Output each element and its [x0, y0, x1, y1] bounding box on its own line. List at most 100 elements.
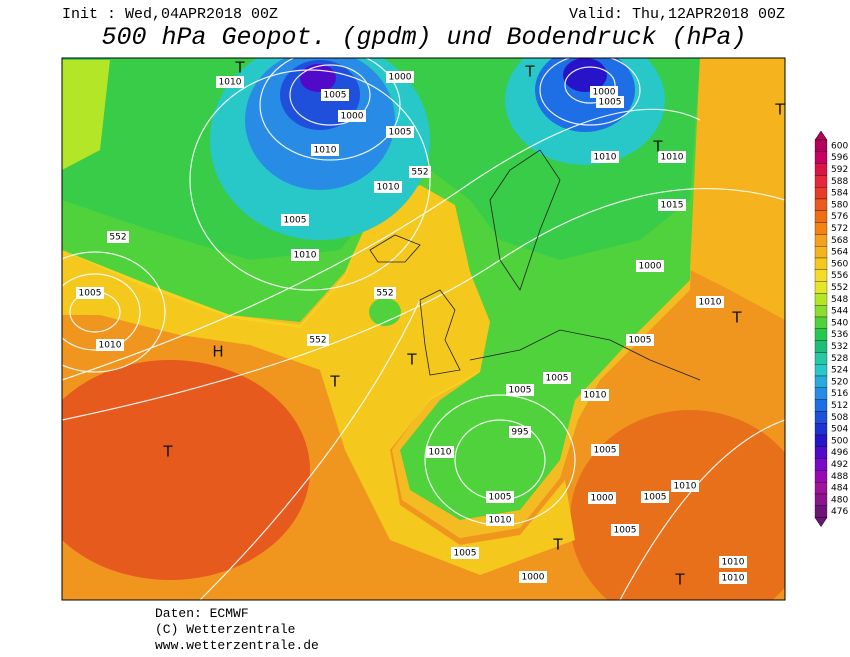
isobar-label: 1010 [722, 574, 745, 584]
pressure-center: T [774, 101, 785, 119]
colorbar-label: 528 [831, 354, 848, 364]
footer-copyright: (C) Wetterzentrale [155, 622, 295, 637]
colorbar-swatch [814, 482, 828, 495]
isobar-label: 1000 [389, 73, 412, 83]
isobar-label: 1005 [284, 216, 307, 226]
isobar-label: 1000 [341, 112, 364, 122]
label-box [590, 86, 618, 98]
colorbar-swatch [814, 151, 828, 164]
colorbar-label: 500 [831, 436, 848, 446]
colorbar-label: 576 [831, 212, 848, 222]
pressure-center: T [674, 571, 685, 589]
label-box [581, 389, 609, 401]
pressure-center: T [652, 138, 663, 156]
label-box [321, 89, 349, 101]
label-box [636, 260, 664, 272]
isobar-label: 552 [109, 233, 126, 243]
label-box [96, 339, 124, 351]
label-box [519, 571, 547, 583]
isobar-label: 1005 [614, 526, 637, 536]
colorbar-swatch [814, 163, 828, 176]
isobar-label: 1015 [661, 201, 684, 211]
isobar-label: 552 [411, 168, 428, 178]
colorbar-swatch [814, 305, 828, 318]
isobar-label: 1010 [99, 341, 122, 351]
isobar-label: 1010 [314, 146, 337, 156]
label-box [719, 572, 747, 584]
label-box [626, 334, 654, 346]
colorbar-swatch [814, 187, 828, 200]
colorbar-label: 548 [831, 295, 848, 305]
label-box [696, 296, 724, 308]
label-box [386, 71, 414, 83]
label-box [281, 214, 309, 226]
label-box [486, 514, 514, 526]
isobar-label: 1005 [389, 128, 412, 138]
colorbar-label: 556 [831, 271, 848, 281]
colorbar-label: 552 [831, 283, 848, 293]
footer-source: Daten: ECMWF [155, 606, 249, 621]
colorbar-label: 580 [831, 200, 848, 210]
colorbar-label: 592 [831, 165, 848, 175]
label-box [374, 181, 402, 193]
colorbar-swatch [814, 446, 828, 459]
colorbar-label: 564 [831, 248, 848, 258]
colorbar-swatch [814, 375, 828, 388]
colorbar-swatch [814, 340, 828, 353]
label-box [591, 151, 619, 163]
colorbar-label: 588 [831, 177, 848, 187]
colorbar-swatch [814, 387, 828, 400]
colorbar-swatch [814, 470, 828, 483]
label-box [216, 76, 244, 88]
colorbar-swatch [814, 411, 828, 424]
isobar-label: 1005 [546, 374, 569, 384]
colorbar-label: 488 [831, 472, 848, 482]
colorbar-swatch [814, 352, 828, 365]
label-box [291, 249, 319, 261]
colorbar-swatch [814, 281, 828, 294]
colorbar-label: 600 [831, 141, 848, 151]
colorbar-swatch [814, 246, 828, 259]
colorbar-label: 532 [831, 342, 848, 352]
pressure-center: H [212, 343, 223, 361]
colorbar-swatch [814, 210, 828, 223]
isobar-label: 552 [309, 336, 326, 346]
isobar-label: 1010 [489, 516, 512, 526]
colorbar-label: 560 [831, 259, 848, 269]
isobar-label: 1010 [377, 183, 400, 193]
label-box [588, 492, 616, 504]
colorbar-label: 596 [831, 153, 848, 163]
isobar-label: 1005 [594, 446, 617, 456]
isobar-label: 1005 [644, 493, 667, 503]
colorbar-swatch [814, 328, 828, 341]
isobar-label: 1000 [593, 88, 616, 98]
colorbar-swatch [814, 293, 828, 306]
label-box [307, 334, 329, 346]
colorbar-label: 480 [831, 495, 848, 505]
footer-url: www.wetterzentrale.de [155, 638, 319, 653]
map [62, 58, 785, 600]
pressure-center: T [552, 536, 563, 554]
label-box [386, 126, 414, 138]
label-box [486, 491, 514, 503]
pressure-center: T [406, 351, 417, 369]
colorbar-swatch [814, 222, 828, 235]
label-box [509, 426, 531, 438]
isobar-label: 1005 [324, 91, 347, 101]
isobar-label: 1005 [454, 549, 477, 559]
label-box [719, 556, 747, 568]
pressure-center: T [234, 59, 245, 77]
colorbar-label: 504 [831, 425, 848, 435]
colorbar-label: 572 [831, 224, 848, 234]
colorbar-swatch [814, 175, 828, 188]
colorbar-label: 496 [831, 448, 848, 458]
colorbar-label: 484 [831, 484, 848, 494]
colorbar-label: 568 [831, 236, 848, 246]
colorbar-label: 524 [831, 366, 848, 376]
init-time: Init : Wed,04APR2018 00Z [62, 6, 278, 23]
colorbar-label: 508 [831, 413, 848, 423]
pressure-center: T [731, 309, 742, 327]
colorbar-swatch [814, 269, 828, 282]
map-labels: 1010 1005 1000 1000 1005 1010 1010 1005 1010 552 5… [76, 59, 785, 589]
